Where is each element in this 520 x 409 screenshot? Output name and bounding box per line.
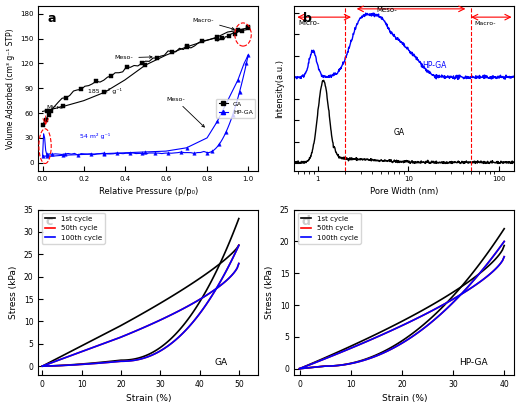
Text: 54 m² g⁻¹: 54 m² g⁻¹: [80, 133, 110, 139]
Legend: 1st cycle, 50th cycle, 100th cycle: 1st cycle, 50th cycle, 100th cycle: [298, 213, 360, 244]
Text: 185 m² g⁻¹: 185 m² g⁻¹: [88, 88, 122, 94]
Text: Micro-: Micro-: [47, 105, 66, 110]
X-axis label: Strain (%): Strain (%): [126, 394, 171, 403]
Text: a: a: [47, 12, 56, 25]
X-axis label: Relative Pressure (p/p₀): Relative Pressure (p/p₀): [99, 187, 198, 196]
Text: Micro-: Micro-: [299, 20, 320, 27]
Y-axis label: Volume Adsorbed (cm³ g⁻¹ STP): Volume Adsorbed (cm³ g⁻¹ STP): [6, 28, 15, 148]
Text: HP-GA: HP-GA: [460, 358, 488, 367]
X-axis label: Pore Width (nm): Pore Width (nm): [370, 187, 439, 196]
Y-axis label: Stress (kPa): Stress (kPa): [265, 265, 275, 319]
Legend: GA, HP-GA: GA, HP-GA: [216, 99, 255, 117]
Text: Meso-: Meso-: [114, 55, 152, 60]
Text: Macro-: Macro-: [193, 18, 235, 30]
Text: d: d: [301, 215, 310, 227]
Legend: 1st cycle, 50th cycle, 100th cycle: 1st cycle, 50th cycle, 100th cycle: [42, 213, 105, 244]
Text: HP-GA: HP-GA: [422, 61, 447, 70]
Text: GA: GA: [214, 358, 228, 367]
Text: Macro-: Macro-: [475, 21, 497, 27]
Text: c: c: [45, 215, 53, 227]
Text: Meso-: Meso-: [166, 97, 204, 127]
Text: GA: GA: [394, 128, 405, 137]
X-axis label: Strain (%): Strain (%): [382, 394, 427, 403]
Y-axis label: Stress (kPa): Stress (kPa): [9, 265, 18, 319]
Y-axis label: Intensity(a.u.): Intensity(a.u.): [275, 59, 284, 118]
Text: b: b: [303, 12, 312, 25]
Text: Meso-: Meso-: [376, 7, 397, 13]
